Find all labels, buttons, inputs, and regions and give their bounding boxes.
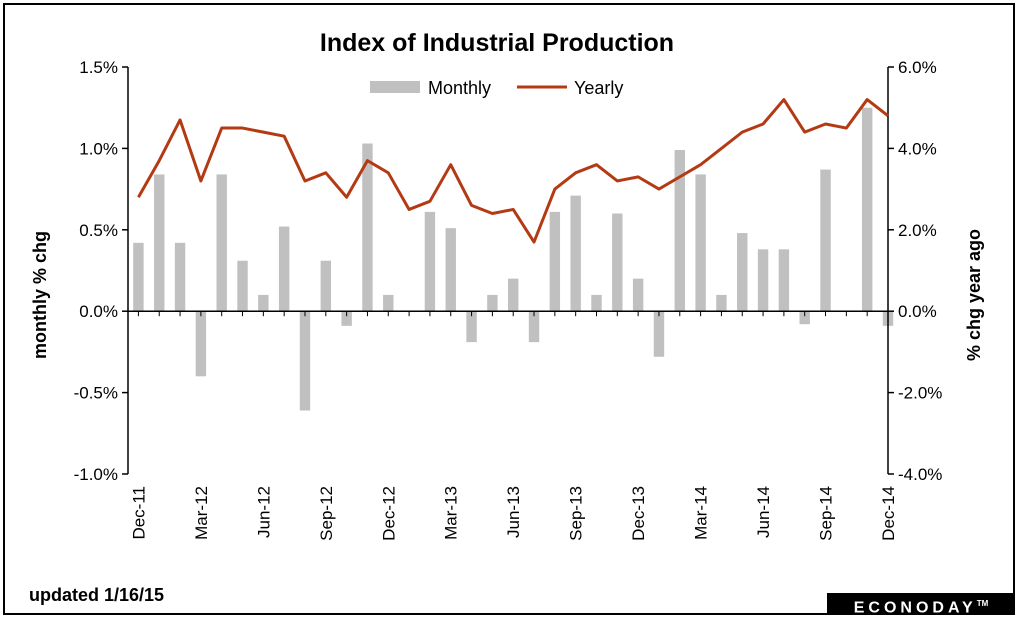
tick-label-right: -2.0% <box>898 384 942 403</box>
bar-Mar-13 <box>445 228 456 312</box>
legend-monthly-label: Monthly <box>428 78 491 98</box>
bar-Sep-12 <box>320 260 332 312</box>
bar-Jan-12 <box>154 174 165 312</box>
bar-Apr-14 <box>716 294 727 312</box>
chart-frame: Index of Industrial Production Monthly Y… <box>3 3 1015 617</box>
tick-label-right: 4.0% <box>898 139 937 158</box>
bar-Jun-12 <box>258 294 269 312</box>
tick-label-x: Sep-12 <box>317 486 336 541</box>
tick-labels: 1.5% 1.0% 0.5% 0.0% -0.5% -1.0% 6.0% 4.0% 2.0% 0.… <box>74 58 943 541</box>
tick-label-x: Sep-13 <box>567 486 586 541</box>
bar-May-12 <box>237 260 248 312</box>
tick-label-left: -1.0% <box>74 465 118 484</box>
updated-note: updated 1/16/15 <box>29 585 165 605</box>
bar-Feb-12 <box>174 242 186 312</box>
tick-label-right: 2.0% <box>898 221 937 240</box>
bar-Jul-13 <box>528 311 540 343</box>
tick-label-x: Dec-14 <box>879 486 898 541</box>
bar-Nov-12 <box>362 143 373 312</box>
bar-Oct-13 <box>591 294 602 312</box>
tick-label-x: Sep-14 <box>817 486 836 541</box>
monthly-bars <box>133 107 894 411</box>
econoday-logo: ECONODAYTM <box>827 593 1015 617</box>
y-axis-left-label: monthly % chg <box>30 231 50 359</box>
bar-Feb-13 <box>424 211 436 312</box>
bar-Sep-13 <box>570 195 581 312</box>
brand-mark: TM <box>976 599 989 608</box>
bar-Jun-14 <box>757 249 769 312</box>
bar-Apr-13 <box>466 311 477 343</box>
tick-label-left: -0.5% <box>74 384 118 403</box>
bar-Nov-13 <box>612 213 623 312</box>
tick-label-x: Jun-12 <box>254 486 273 538</box>
bar-Mar-14 <box>695 174 706 312</box>
bar-Aug-13 <box>549 211 561 312</box>
bar-Dec-11 <box>133 242 144 312</box>
tick-label-left: 0.5% <box>79 221 118 240</box>
bar-Sep-14 <box>820 169 831 312</box>
chart-title: Index of Industrial Production <box>320 29 674 57</box>
bar-Nov-14 <box>861 107 873 312</box>
tick-label-x: Dec-13 <box>629 486 648 541</box>
tick-label-x: Jun-14 <box>754 486 773 538</box>
legend: Monthly Yearly <box>370 78 623 98</box>
tick-label-x: Mar-14 <box>692 486 711 540</box>
bar-Mar-12 <box>195 311 207 377</box>
bar-May-13 <box>487 294 498 312</box>
bar-Aug-12 <box>299 311 311 411</box>
chart-svg: Index of Industrial Production Monthly Y… <box>30 29 984 541</box>
bar-Jan-14 <box>653 311 665 357</box>
bar-Dec-13 <box>632 278 644 312</box>
bar-Oct-12 <box>341 311 352 326</box>
tick-label-right: 0.0% <box>898 302 937 321</box>
bar-Apr-12 <box>216 174 227 312</box>
yearly-line <box>137 98 889 244</box>
tick-label-x: Jun-13 <box>504 486 523 538</box>
tick-label-right: -4.0% <box>898 465 942 484</box>
bar-Jun-13 <box>508 278 519 312</box>
tick-label-x: Dec-12 <box>379 486 398 541</box>
yearly-line-group <box>137 98 889 244</box>
tick-label-x: Mar-12 <box>192 486 211 540</box>
bar-Jul-12 <box>278 226 290 312</box>
tick-label-x: Mar-13 <box>442 486 461 540</box>
bar-May-14 <box>737 233 748 312</box>
legend-yearly-label: Yearly <box>574 78 623 98</box>
bar-Aug-14 <box>799 311 810 325</box>
bar-Feb-14 <box>674 150 685 312</box>
tick-label-left: 0.0% <box>79 302 118 321</box>
axes <box>122 66 894 475</box>
tick-label-left: 1.5% <box>79 58 118 77</box>
bar-Jul-14 <box>778 249 790 312</box>
tick-label-left: 1.0% <box>79 139 118 158</box>
tick-label-right: 6.0% <box>898 58 937 77</box>
y-axis-right-label: % chg year ago <box>964 229 984 361</box>
legend-monthly-swatch <box>370 81 420 93</box>
tick-label-x: Dec-11 <box>129 486 148 540</box>
brand-name: ECONODAY <box>853 599 977 617</box>
bar-Dec-12 <box>383 294 394 312</box>
